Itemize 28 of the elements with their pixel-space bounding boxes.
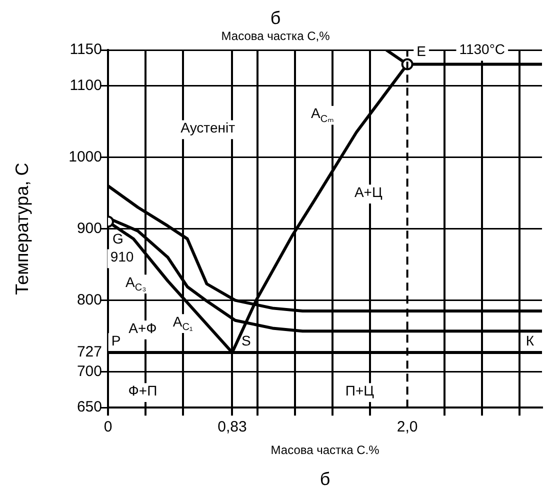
y-tick-label: 800 <box>76 291 102 308</box>
annotation: S <box>242 332 251 348</box>
annotation: П+Ц <box>345 382 375 398</box>
annotation: P <box>111 332 121 348</box>
y-tick-label: 900 <box>76 220 102 237</box>
y-tick-label: 727 <box>76 344 102 361</box>
annotation: К <box>526 332 535 348</box>
y-tick-label: 1150 <box>70 41 102 58</box>
y-tick-label: 650 <box>76 398 102 416</box>
x-tick-label: 0,83 <box>218 418 247 436</box>
x-tick-label: 0 <box>104 418 112 436</box>
annotation: 1130°C <box>459 41 506 58</box>
text: б <box>320 468 330 489</box>
x-axis-title: Масова частка С.% <box>270 443 380 458</box>
annotation: Аустеніт <box>180 120 236 136</box>
annotation: А+Ф <box>128 320 157 336</box>
annotation: А+Ц <box>354 184 383 200</box>
annotation: E <box>416 43 426 60</box>
chart-title: б <box>270 8 281 28</box>
y-tick-label: 700 <box>76 362 102 380</box>
chart-subtitle: Масова частка С,% <box>221 29 330 44</box>
y-tick-label: 1000 <box>68 148 102 166</box>
x-tick-label: 2,0 <box>396 418 418 436</box>
annotation: 910 <box>110 248 134 265</box>
y-axis-title: Температура, С <box>12 162 32 295</box>
annotation: G <box>112 230 124 247</box>
y-tick-label: 1100 <box>70 76 102 94</box>
annotation: Ф+П <box>128 382 158 398</box>
